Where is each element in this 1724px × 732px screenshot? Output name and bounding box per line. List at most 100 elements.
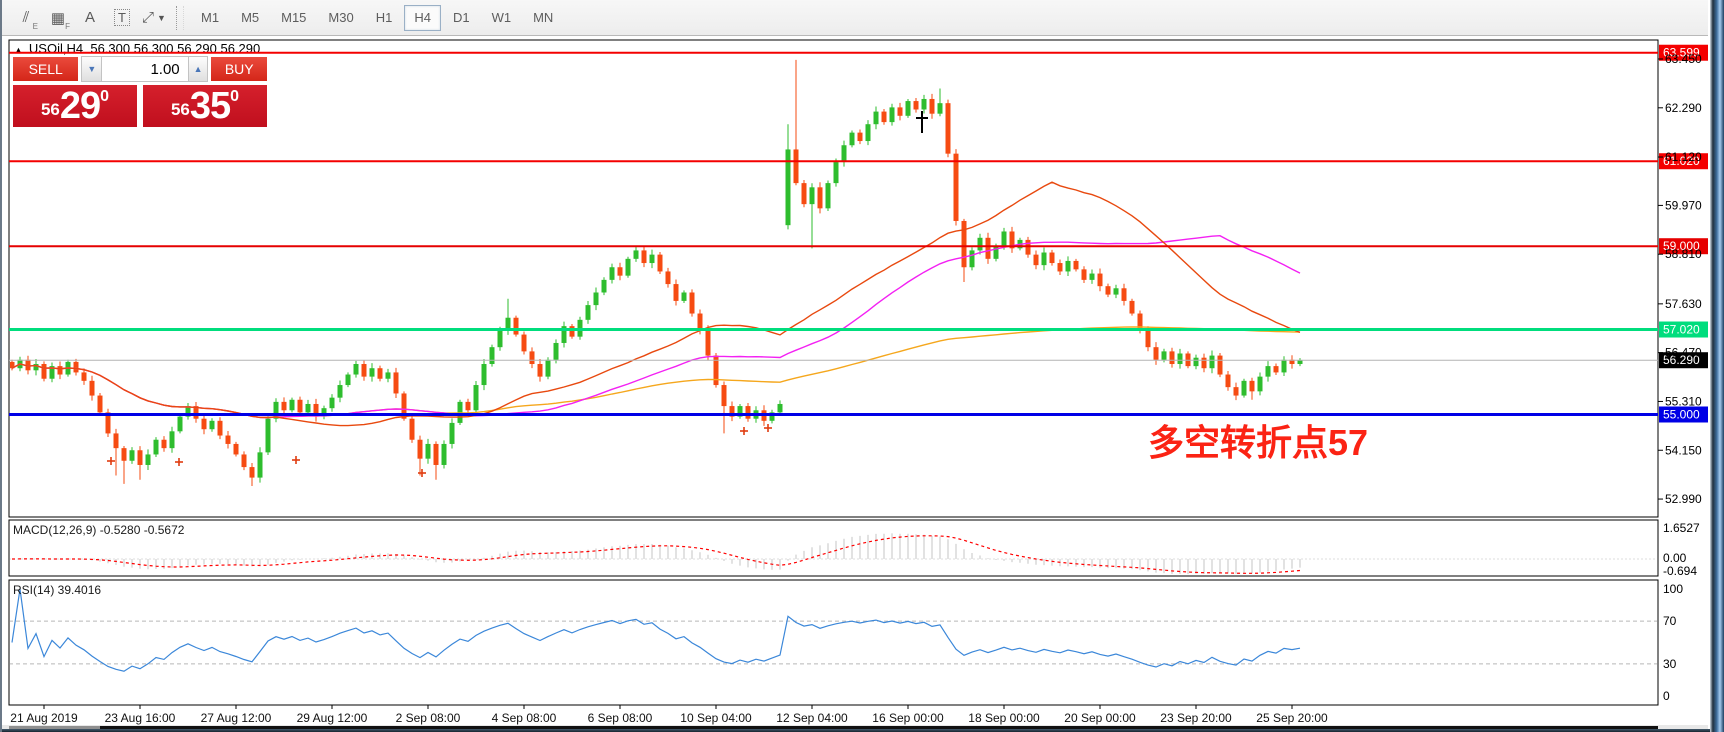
buy-price-sup: 0 xyxy=(230,88,240,105)
sell-button[interactable]: SELL xyxy=(12,56,80,82)
sell-price-sup: 0 xyxy=(100,88,110,105)
rsi-axis-label: 30 xyxy=(1663,657,1677,671)
dropdown-caret-icon[interactable]: ▼ xyxy=(157,12,166,23)
line-studies-button[interactable]: ⫽ E xyxy=(12,4,40,32)
timeframe-H4[interactable]: H4 xyxy=(404,4,441,31)
macd-label: MACD(12,26,9) -0.5280 -0.5672 xyxy=(13,523,185,537)
volume-input[interactable]: 1.00 xyxy=(102,56,188,82)
price-tick-label: 58.810 xyxy=(1665,247,1702,261)
one-click-trading-panel: SELL ▼ 1.00 ▲ BUY 56 29 0 56 35 0 xyxy=(12,56,269,128)
time-tick-label: 6 Sep 08:00 xyxy=(588,711,653,725)
text-label-button[interactable]: A xyxy=(76,4,104,32)
timeframe-D1[interactable]: D1 xyxy=(452,10,470,25)
price-tick-label: 56.470 xyxy=(1665,346,1702,360)
collapse-arrow-icon[interactable]: ▲ xyxy=(14,45,23,55)
arrows-icon: ⤢ xyxy=(142,9,155,26)
arrows-button[interactable]: ⤢ ▼ xyxy=(140,4,168,32)
rsi-axis-label: 0 xyxy=(1663,689,1670,703)
tool-sub-letter: F xyxy=(65,21,70,31)
rsi-axis-label: 70 xyxy=(1663,614,1677,628)
macd-axis-label: 0.00 xyxy=(1663,551,1687,565)
price-tick-label: 61.120 xyxy=(1665,150,1702,164)
chart-annotation: 多空转折点57 xyxy=(1148,422,1369,463)
panel-frame xyxy=(8,39,1659,518)
line-studies-icon: ⫽ xyxy=(22,9,30,26)
price-badge: 63.599 xyxy=(1663,46,1700,60)
rsi-label: RSI(14) 39.4016 xyxy=(13,583,102,597)
window-border-bottom xyxy=(2,729,1724,732)
time-tick-label: 16 Sep 00:00 xyxy=(872,711,944,725)
timeframe-bar: M1 M5 M15 M30 H1 H4 D1 W1 MN xyxy=(190,4,564,31)
chart-area: ▲ USOil,H4 56.300 56.300 56.290 56.290 63… xyxy=(2,36,1708,732)
indicator-list-button[interactable]: ▦ F xyxy=(44,4,72,32)
price-badge: 56.290 xyxy=(1663,353,1700,367)
volume-decrease-button[interactable]: ▼ xyxy=(81,56,103,82)
price-tick-label: 54.150 xyxy=(1665,443,1702,457)
time-tick-label: 2 Sep 08:00 xyxy=(396,711,461,725)
price-tick-label: 59.970 xyxy=(1665,198,1702,212)
horizontal-lines[interactable]: 63.599 61.020 59.000 57.020 55.000 56.290 xyxy=(9,44,1708,423)
time-axis[interactable]: 21 Aug 2019 23 Aug 16:00 27 Aug 12:00 29 Au… xyxy=(10,705,1328,725)
sell-price-big: 29 xyxy=(59,85,101,127)
price-axis[interactable]: 63.450 62.290 61.120 59.970 58.810 57.630 56.4… xyxy=(1658,52,1702,703)
sell-price-button[interactable]: 56 29 0 xyxy=(12,84,138,128)
timeframe-M1[interactable]: M1 xyxy=(201,10,220,25)
macd-series xyxy=(10,533,1657,575)
time-tick-label: 27 Aug 12:00 xyxy=(201,711,272,725)
time-tick-label: 12 Sep 04:00 xyxy=(776,711,848,725)
timeframe-M30[interactable]: M30 xyxy=(328,10,354,25)
scrollbar-thumb[interactable] xyxy=(100,726,1658,729)
time-tick-label: 23 Sep 20:00 xyxy=(1160,711,1232,725)
sell-price-prefix: 56 xyxy=(40,100,60,119)
text-box-button[interactable]: T xyxy=(108,4,136,32)
price-badge: 57.020 xyxy=(1663,323,1700,337)
text-label-icon: A xyxy=(84,9,95,26)
macd-axis-label: -0.694 xyxy=(1663,564,1697,578)
rsi-series xyxy=(10,588,1657,672)
price-badge: 61.020 xyxy=(1663,154,1700,168)
horizontal-scrollbar[interactable] xyxy=(2,725,1708,730)
time-tick-label: 10 Sep 04:00 xyxy=(680,711,752,725)
candlestick-series xyxy=(10,59,1303,487)
text-box-icon: T xyxy=(114,9,130,26)
toolbar-tools: ⫽ E ▦ F A T ⤢ ▼ xyxy=(10,4,170,32)
panel-frame xyxy=(8,519,1659,577)
toolbar: ⫽ E ▦ F A T ⤢ ▼ M1 M5 M15 M30 H1 H4 D1 W1 MN xyxy=(2,0,1708,36)
buy-button[interactable]: BUY xyxy=(210,56,269,82)
caret-down-icon: ▼ xyxy=(87,64,97,74)
timeframe-M15[interactable]: M15 xyxy=(281,10,307,25)
rsi-axis-label: 100 xyxy=(1663,582,1683,596)
price-badge: 59.000 xyxy=(1663,239,1700,253)
time-tick-label: 29 Aug 12:00 xyxy=(297,711,368,725)
time-tick-label: 20 Sep 00:00 xyxy=(1064,711,1136,725)
macd-axis-label: 1.6527 xyxy=(1663,521,1700,535)
time-tick-label: 23 Aug 16:00 xyxy=(105,711,176,725)
window-border-right xyxy=(1710,0,1724,732)
price-tick-label: 57.630 xyxy=(1665,297,1702,311)
toolbar-separator xyxy=(176,5,184,30)
price-chart-canvas[interactable]: 63.59961.02059.00057.02055.00056.29063.4… xyxy=(2,36,1708,732)
caret-up-icon: ▲ xyxy=(193,64,203,74)
scrollbar-track[interactable] xyxy=(9,726,100,729)
price-tick-label: 52.990 xyxy=(1665,492,1702,506)
timeframe-MN[interactable]: MN xyxy=(533,10,554,25)
price-tick-label: 62.290 xyxy=(1665,101,1702,115)
buy-price-big: 35 xyxy=(189,85,231,127)
time-tick-label: 21 Aug 2019 xyxy=(10,711,78,725)
timeframe-H1[interactable]: H1 xyxy=(375,10,393,25)
time-tick-label: 4 Sep 08:00 xyxy=(492,711,557,725)
price-tick-label: 63.450 xyxy=(1665,52,1702,66)
indicator-list-icon: ▦ xyxy=(50,9,66,27)
time-tick-label: 25 Sep 20:00 xyxy=(1256,711,1328,725)
buy-price-button[interactable]: 56 35 0 xyxy=(142,84,268,128)
price-badge: 55.000 xyxy=(1663,407,1700,421)
timeframe-W1[interactable]: W1 xyxy=(491,10,512,25)
panel-frame xyxy=(8,579,1659,706)
buy-price-prefix: 56 xyxy=(170,100,190,119)
time-tick-label: 18 Sep 00:00 xyxy=(968,711,1040,725)
tool-sub-letter: E xyxy=(32,21,38,31)
price-tick-label: 55.310 xyxy=(1665,394,1702,408)
volume-increase-button[interactable]: ▲ xyxy=(187,56,209,82)
timeframe-M5[interactable]: M5 xyxy=(241,10,260,25)
